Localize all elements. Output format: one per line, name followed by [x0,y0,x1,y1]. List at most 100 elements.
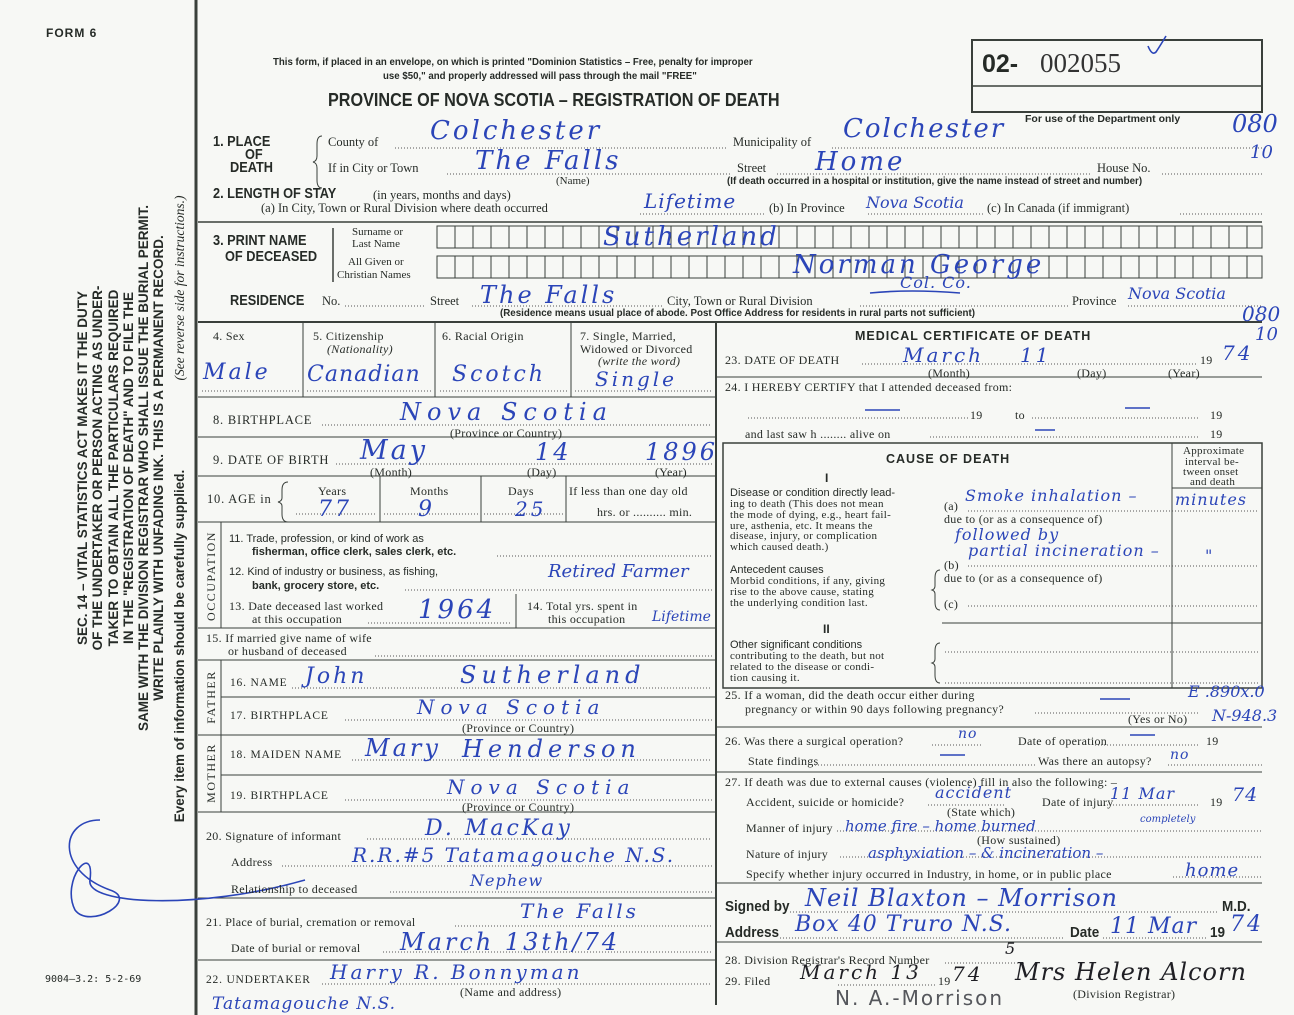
injury-location-value: home [1185,860,1240,881]
birth-month-value: May [360,435,428,466]
nature-value: asphyxiation – & incineration – [868,844,1104,862]
city-town-value: The Falls [475,146,622,176]
sex-value: Male [203,360,271,385]
name-grid [436,225,1263,279]
description-line: ing to death (This does not mean [730,498,884,510]
industry-label: 12. Kind of industry or business, as fis… [229,566,439,578]
filed-label: 29. Filed [725,974,771,988]
ink-marks [68,35,1167,918]
birth-day-value: 14 [535,438,572,466]
informant-address-value: R.R.#5 Tatamagouche N.S. [352,843,676,867]
year-prefix: 19 [1210,924,1226,941]
county-value: Colchester [430,116,603,146]
interval-header: and death [1190,476,1236,488]
street-value: Home [815,147,906,177]
form-number: FORM 6 [46,26,98,40]
municipality-value: Colchester [843,114,1006,144]
trade-label: 11. Trade, profession, or kind of work a… [229,533,424,545]
age-label: 10. AGE in [207,492,272,506]
findings-label: State findings [748,754,819,768]
pregnancy-label: pregnancy or within 90 days following pr… [745,702,1004,716]
name-note: (Name) [556,175,590,187]
relationship-label: Relationship to deceased [231,882,358,896]
description-line: rise to the above cause, stating [730,585,875,598]
year-prefix: 19 [1210,408,1223,422]
age-years-value: 77 [318,497,352,522]
father-birthplace-label: 17. BIRTHPLACE [230,710,329,722]
cause-a-value: Smoke inhalation – [965,486,1138,505]
marital-status-label: Widowed or Divorced [580,342,693,356]
residence-note: (Residence means usual place of abode. P… [500,307,975,319]
father-first-name-value: John [305,664,368,689]
informant-address-label: Address [231,855,273,869]
burial-date-label: Date of burial or removal [231,941,361,955]
antecedent-causes-label: Antecedent causes [730,564,824,576]
year-note: (Year) [1168,366,1200,380]
physician-address-value: Box 40 Truro N.S. [795,912,1013,937]
statute-line: OF THE UNDERTAKER OR PERSON ACTING AS UN… [90,285,106,651]
description-line: ure, asthenia, etc. It means the [730,519,873,532]
given-names-label: Christian Names [337,269,411,281]
cause-a-label: (a) [944,499,959,513]
interval-header: tween onset [1183,466,1239,478]
direct-cause-description: ing to death (This does not mean the mod… [730,499,891,553]
name-grid-row [436,255,1263,279]
residence-number-label: No. [322,294,341,308]
interval-header: interval be- [1185,456,1239,468]
informant-label: 20. Signature of informant [206,829,342,843]
death-year-prefix: 19 [1200,353,1213,367]
antecedent-description: Morbid conditions, if any, giving rise t… [730,576,885,608]
mother-maiden-name-label: 18. MAIDEN NAME [230,749,342,761]
age-months-value: 9 [418,497,435,522]
instruction-note: Every item of information should be care… [172,469,187,823]
mother-birthplace-label: 19. BIRTHPLACE [230,790,329,802]
yes-no-note: (Yes or No) [1128,712,1188,726]
page-title: PROVINCE OF NOVA SCOTIA – REGISTRATION O… [328,90,780,110]
marital-status-value: Single [595,367,678,391]
statute-line: WRITE PLAINLY WITH UNFADING INK. THIS IS… [151,235,167,701]
burial-date-value: March 13th/74 [400,928,621,956]
trade-label: fisherman, office clerk, sales clerk, et… [252,546,457,558]
cause-b-label: (b) [944,558,959,572]
manner-label: Manner of injury [746,821,833,835]
name-grid-row [436,225,1263,249]
physician-signature: Neil Blaxton – Morrison [805,884,1119,912]
city-town-label: If in City or Town [328,161,419,175]
spouse-label: 15. If married give name of wife [206,631,372,645]
description-line: related to the disease or condi- [730,660,875,673]
birth-year-value: 1896 [645,438,719,466]
department-code: 10 [1255,324,1278,345]
street-label: Street [737,161,767,175]
year-prefix: 19 [970,408,983,422]
part-one-label: I [825,471,829,485]
marital-status-label: 7. Single, Married, [580,329,677,343]
division-registrar-label: (Division Registrar) [1073,987,1176,1001]
residence-city-label: City, Town or Rural Division [667,294,813,308]
record-number-label: 28. Division Registrar's Record Number [725,953,930,967]
occupation-section-label: OCCUPATION [204,531,218,621]
medical-certificate-title: MEDICAL CERTIFICATE OF DEATH [855,329,1092,343]
relationship-value: Nephew [470,871,544,890]
age-days-label: Days [508,484,534,498]
year-prefix: 19 [938,974,951,988]
injury-date-label: Date of injury [1042,795,1114,809]
certificate-date-label: Date [1070,924,1100,941]
surname-label: Last Name [352,238,400,250]
interval-b-value: " [1205,546,1214,565]
residence-province-value: Nova Scotia [1128,284,1226,303]
house-number-label: House No. [1097,161,1151,175]
registrar-signature: Mrs Helen Alcorn [1015,958,1247,986]
interval-a-value: minutes [1175,490,1248,509]
department-code: 080 [1232,110,1278,138]
registration-number: 002055 [1040,48,1121,78]
industry-value: Retired Farmer [548,561,689,582]
day-note: (Day) [527,465,557,479]
print-name-label: OF DECEASED [225,248,318,265]
classification-code-e: E .890x.0 [1188,682,1265,701]
last-worked-value: 1964 [418,595,497,625]
tick-mark-scribble [68,819,306,918]
marital-status-label: (write the word) [598,354,681,368]
year-prefix: 19 [1206,734,1219,748]
external-causes-label: 27. If death was due to external causes … [725,775,1118,789]
